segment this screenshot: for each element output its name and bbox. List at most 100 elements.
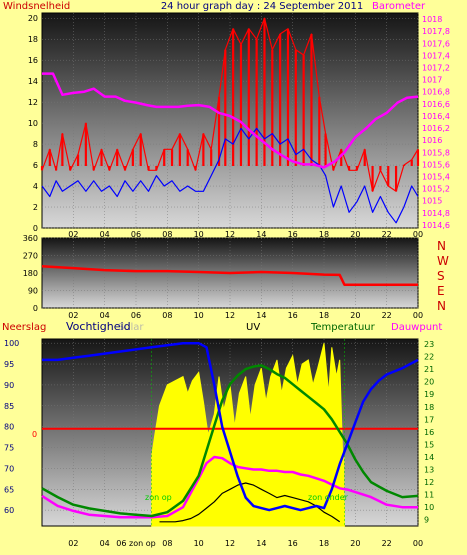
- wind-x-tick-9: 20: [350, 230, 360, 239]
- humidity-x-tick-9: 20: [350, 539, 360, 548]
- temperature-y-tick-3: 12: [424, 478, 434, 487]
- temperature-y-tick-8: 17: [424, 415, 434, 424]
- direction-x-tick-7: 16: [288, 311, 298, 320]
- humidity-y-tick-0: 60: [4, 506, 14, 515]
- direction-x-tick-9: 20: [350, 311, 360, 320]
- wind-y-tick-1: 2: [33, 203, 38, 212]
- uv-line: [159, 482, 341, 523]
- direction-y-tick-0: 0: [33, 304, 38, 313]
- temperature-y-tick-12: 21: [424, 365, 434, 374]
- wind-y-tick-10: 20: [28, 14, 38, 23]
- temperature-y-tick-13: 22: [424, 353, 434, 362]
- humidity-y-tick-7: 95: [4, 360, 14, 369]
- temperature-line: [41, 364, 419, 518]
- humidity-x-tick-8: 18: [319, 539, 329, 548]
- barometer-y-tick-15: 1017,6: [422, 39, 450, 48]
- barometer-y-tick-0: 1014,6: [422, 221, 450, 230]
- direction-x-tick-2: 06: [131, 311, 141, 320]
- humidity-x-tick-7: 16: [288, 539, 298, 548]
- wind-direction-line: [41, 264, 418, 286]
- temperature-y-tick-11: 20: [424, 378, 434, 387]
- barometer-y-tick-9: 1016,4: [422, 112, 450, 121]
- humidity-y-tick-1: 65: [4, 485, 14, 494]
- temperature-y-tick-7: 16: [424, 428, 434, 437]
- wind-x-tick-10: 22: [382, 230, 392, 239]
- humidity-y-tick-3: 75: [4, 444, 14, 453]
- humidity-y-tick-4: 80: [4, 423, 14, 432]
- direction-x-tick-5: 12: [225, 311, 235, 320]
- wind-x-tick-8: 18: [319, 230, 329, 239]
- wind-y-tick-4: 8: [33, 140, 38, 149]
- wind-speed-line: [41, 127, 419, 224]
- barometer-y-tick-4: 1015,4: [422, 173, 450, 182]
- direction-y-tick-4: 360: [23, 234, 38, 243]
- wind-x-tick-4: 10: [194, 230, 204, 239]
- humidity-x-tick-6: 14: [256, 539, 266, 548]
- wind-y-tick-0: 0: [33, 224, 38, 233]
- wind-x-tick-5: 12: [225, 230, 235, 239]
- direction-x-tick-1: 04: [100, 311, 110, 320]
- temperature-y-tick-0: 9: [424, 516, 429, 525]
- barometer-y-tick-6: 1015,8: [422, 148, 450, 157]
- temperature-y-tick-9: 18: [424, 403, 434, 412]
- barometer-y-tick-5: 1015,6: [422, 160, 450, 169]
- direction-y-tick-3: 270: [23, 252, 38, 261]
- direction-x-tick-4: 10: [194, 311, 204, 320]
- humidity-y-tick-6: 90: [4, 381, 14, 390]
- wind-x-tick-1: 04: [100, 230, 110, 239]
- wind-y-tick-9: 18: [28, 35, 38, 44]
- wind-x-tick-3: 08: [162, 230, 172, 239]
- temperature-y-tick-1: 10: [424, 503, 434, 512]
- wind-x-tick-0: 02: [68, 230, 78, 239]
- dewpoint-line: [41, 455, 418, 519]
- wind-x-tick-2: 06: [131, 230, 141, 239]
- barometer-y-tick-8: 1016,2: [422, 124, 450, 133]
- wind-y-tick-2: 4: [33, 182, 38, 191]
- barometer-y-tick-17: 1018: [422, 15, 442, 24]
- wind-y-tick-3: 6: [33, 161, 38, 170]
- wind-y-tick-6: 12: [28, 98, 38, 107]
- wind-x-tick-6: 14: [256, 230, 266, 239]
- humidity-x-tick-1: 04: [100, 539, 110, 548]
- humidity-x-tick-5: 12: [225, 539, 235, 548]
- barometer-y-tick-1: 1014,8: [422, 209, 450, 218]
- humidity-x-tick-2: 06 zon op: [116, 539, 155, 548]
- humidity-x-tick-0: 02: [68, 539, 78, 548]
- temperature-y-tick-2: 11: [424, 491, 434, 500]
- wind-y-tick-5: 10: [28, 119, 38, 128]
- temperature-y-tick-5: 14: [424, 453, 434, 462]
- barometer-y-tick-12: 1017: [422, 76, 442, 85]
- wind-y-tick-8: 16: [28, 56, 38, 65]
- gust-line: [41, 17, 419, 192]
- wind-y-tick-7: 14: [28, 77, 38, 86]
- barometer-y-tick-2: 1015: [422, 197, 442, 206]
- barometer-y-tick-13: 1017,2: [422, 64, 450, 73]
- humidity-y-tick-5: 85: [4, 402, 14, 411]
- barometer-y-tick-3: 1015,2: [422, 185, 450, 194]
- temperature-y-tick-10: 19: [424, 390, 434, 399]
- wind-x-tick-7: 16: [288, 230, 298, 239]
- direction-y-tick-2: 180: [23, 269, 38, 278]
- direction-x-tick-10: 22: [382, 311, 392, 320]
- barometer-y-tick-7: 1016: [422, 136, 442, 145]
- humidity-line: [42, 341, 419, 512]
- wind-x-tick-11: 00: [413, 230, 423, 239]
- humidity-y-tick-8: 100: [4, 339, 19, 348]
- temperature-y-tick-4: 13: [424, 466, 434, 475]
- humidity-y-tick-2: 70: [4, 464, 14, 473]
- barometer-y-tick-10: 1016,6: [422, 100, 450, 109]
- temperature-y-tick-14: 23: [424, 340, 434, 349]
- direction-x-tick-8: 18: [319, 311, 329, 320]
- barometer-y-tick-14: 1017,4: [422, 51, 450, 60]
- direction-x-tick-6: 14: [256, 311, 266, 320]
- direction-x-tick-0: 02: [68, 311, 78, 320]
- barometer-line: [42, 72, 419, 169]
- barometer-y-tick-16: 1017,8: [422, 27, 450, 36]
- direction-x-tick-3: 08: [162, 311, 172, 320]
- humidity-x-tick-11: 00: [413, 539, 423, 548]
- barometer-y-tick-11: 1016,8: [422, 88, 450, 97]
- wind-panel-background: [41, 12, 419, 229]
- direction-y-tick-1: 90: [28, 287, 38, 296]
